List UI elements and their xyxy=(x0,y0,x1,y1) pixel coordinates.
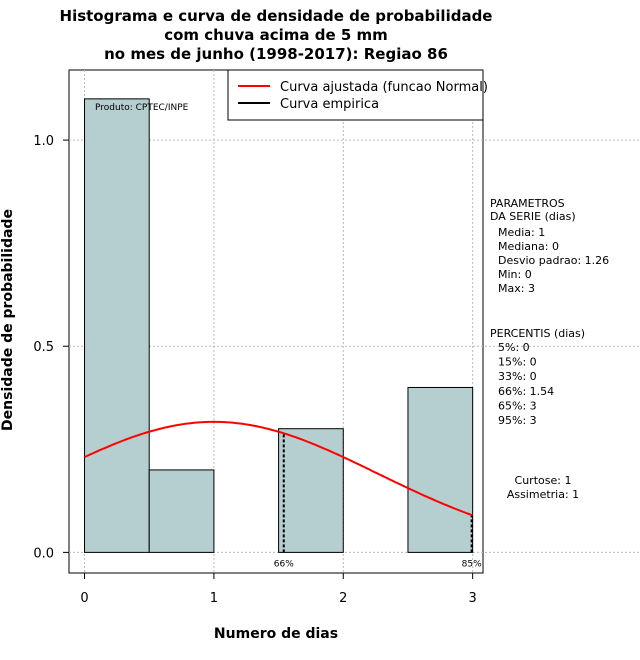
fitted-normal-curve xyxy=(84,420,473,517)
parameter-0: Media: 1 xyxy=(498,226,545,239)
y-tick-label-2: 1.0 xyxy=(33,134,54,149)
legend-box xyxy=(227,69,484,121)
legend-label-0: Curva ajustada (funcao Normal) xyxy=(280,80,488,95)
chart-title: Histograma e curva de densidade de proba… xyxy=(60,7,493,63)
histogram-bar-0 xyxy=(84,98,150,553)
histogram-bar-5 xyxy=(407,386,474,553)
y-tick-label-1: 0.5 xyxy=(33,340,54,355)
percentile-2: 33%: 0 xyxy=(498,370,537,383)
percentile-marker-label-0: 66% xyxy=(274,559,294,569)
shape-stat-0: Curtose: 1 xyxy=(515,474,572,487)
x-tick-label-1: 1 xyxy=(210,591,218,606)
title-line-2: com chuva acima de 5 mm xyxy=(164,26,388,44)
y-tick-label-0: 0.0 xyxy=(33,546,54,561)
credit-label: Produto: CPTEC/INPE xyxy=(95,103,189,113)
percentile-markers: 66% 85% xyxy=(274,433,482,569)
percentile-0: 5%: 0 xyxy=(498,341,530,354)
axes: 0 1 2 3 0.0 0.5 1.0 xyxy=(33,134,476,606)
parameter-1: Mediana: 0 xyxy=(498,240,559,253)
parameters-heading-0: PARAMETROS xyxy=(490,197,565,210)
x-tick-label-3: 3 xyxy=(469,591,477,606)
percentile-3: 66%: 1.54 xyxy=(498,385,554,398)
x-tick-label-0: 0 xyxy=(80,591,88,606)
grid-lines xyxy=(69,70,640,573)
x-axis-title: Numero de dias xyxy=(214,626,338,642)
percentile-1: 15%: 0 xyxy=(498,356,537,369)
legend: Curva ajustada (funcao Normal) Curva empi… xyxy=(227,69,488,121)
y-axis-title: Densidade de probabilidade xyxy=(0,209,16,431)
legend-label-1: Curva empirica xyxy=(280,97,379,112)
histogram-bar-1 xyxy=(148,469,215,553)
parameters-heading-1: DA SERIE (dias) xyxy=(490,210,576,223)
title-line-1: Histograma e curva de densidade de proba… xyxy=(60,7,493,25)
x-tick-label-2: 2 xyxy=(339,591,347,606)
parameter-2: Desvio padrao: 1.26 xyxy=(498,254,609,267)
shape-stat-1: Assimetria: 1 xyxy=(507,488,579,501)
percentile-4: 65%: 3 xyxy=(498,399,537,412)
parameter-3: Min: 0 xyxy=(498,268,532,281)
histogram-bars xyxy=(84,98,474,553)
parameter-4: Max: 3 xyxy=(498,282,535,295)
percentile-5: 95%: 3 xyxy=(498,414,537,427)
percentile-marker-label-1: 85% xyxy=(462,559,482,569)
title-line-3: no mes de junho (1998-2017): Regiao 86 xyxy=(104,45,448,63)
histogram-bar-3 xyxy=(278,428,344,553)
percentiles-heading: PERCENTIS (dias) xyxy=(490,327,585,340)
